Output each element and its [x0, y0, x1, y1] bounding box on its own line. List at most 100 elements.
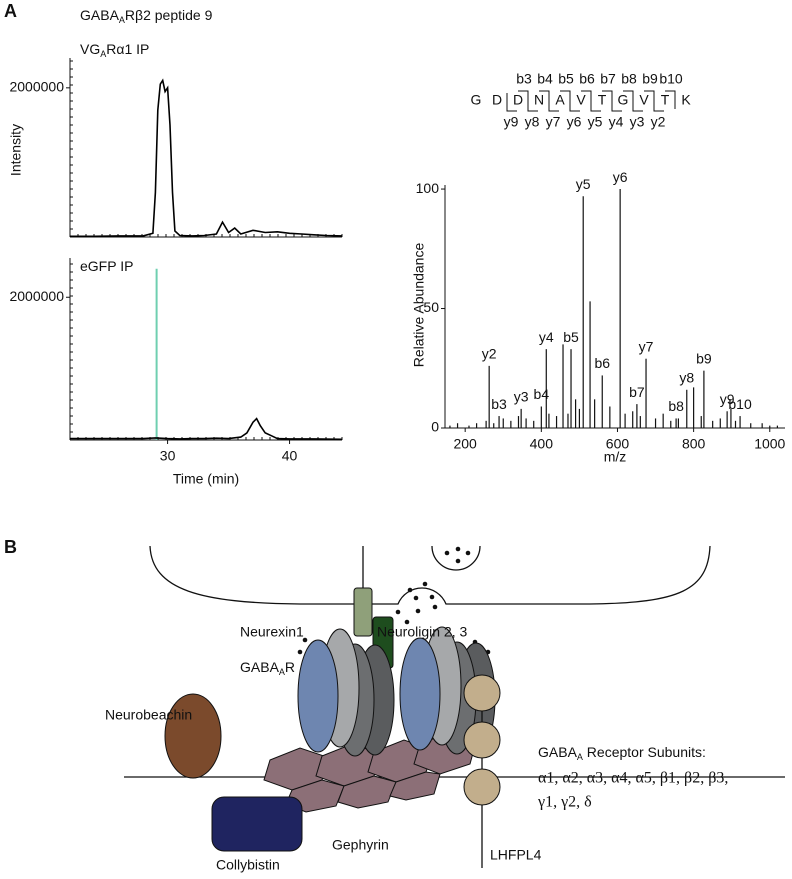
panel-label: B — [4, 537, 17, 557]
peak-label: b4 — [534, 386, 550, 402]
y-ion: y9 — [504, 114, 519, 130]
collybistin-label: Collybistin — [216, 857, 280, 873]
residue: G — [471, 92, 482, 108]
peak-label: y4 — [539, 329, 554, 345]
y-tick-label: 2000000 — [9, 79, 64, 95]
presynaptic-membrane — [149, 545, 711, 605]
label-part: R — [285, 659, 295, 675]
residue: N — [534, 92, 544, 108]
title-part: eGFP IP — [80, 258, 133, 274]
b-ion: b9 — [642, 71, 658, 87]
label-part: GABA — [538, 744, 578, 760]
header-part: GABA — [80, 7, 120, 23]
peak-label: b7 — [629, 384, 645, 400]
gephyrin-label: Gephyrin — [332, 837, 389, 853]
figure-header: GABAARβ2 peptide 9 — [80, 7, 213, 26]
x-tick-label: 600 — [606, 436, 630, 452]
peak-label: y6 — [613, 169, 628, 185]
neurexin — [353, 587, 373, 637]
y-ion: y2 — [651, 114, 666, 130]
x-tick-label: 40 — [282, 448, 298, 464]
residue: A — [555, 92, 565, 108]
subunits-list: α1, α2, α3, α4, α5, β1, β2, β3, — [538, 770, 728, 787]
subunits-list: γ1, γ2, δ — [537, 794, 592, 811]
header-part: Rβ2 peptide 9 — [125, 7, 213, 23]
y-axis-label: Intensity — [8, 124, 24, 176]
receptor-label: GABAAR — [240, 659, 295, 678]
x-tick-label: 400 — [530, 436, 554, 452]
gephyrin-lattice — [263, 731, 477, 813]
neurobeachin — [164, 693, 222, 779]
y-bracket — [569, 93, 580, 112]
residue: D — [513, 92, 523, 108]
y-tick-label: 50 — [423, 299, 439, 315]
y-tick-label: 2000000 — [9, 288, 64, 304]
residue: K — [681, 92, 691, 108]
neuroligin-label: Neuroligin 2, 3 — [377, 624, 467, 640]
title-part: VG — [80, 41, 100, 57]
b-ion: b6 — [579, 71, 595, 87]
peak-label: y7 — [639, 338, 654, 354]
trace — [70, 417, 343, 441]
y-ion: y7 — [546, 114, 561, 130]
b-ion: b7 — [600, 71, 616, 87]
neurobeachin-label: Neurobeachin — [105, 707, 192, 723]
peak-label: y2 — [482, 346, 497, 362]
lhfpl4 — [463, 674, 501, 806]
residue: T — [661, 92, 670, 108]
b-ion: b4 — [537, 71, 553, 87]
b-bracket — [665, 90, 676, 109]
y-ion: y3 — [630, 114, 645, 130]
b-ion: b10 — [659, 71, 683, 87]
b-ion: b5 — [558, 71, 574, 87]
y-axis-label: Relative Abundance — [411, 243, 427, 368]
collybistin — [211, 796, 303, 852]
residue: G — [618, 92, 629, 108]
y-bracket — [653, 93, 664, 112]
trace — [70, 78, 343, 238]
residue: T — [598, 92, 607, 108]
y-ion: y4 — [609, 114, 624, 130]
y-tick-label: 100 — [416, 180, 440, 196]
x-tick-label: 800 — [682, 436, 706, 452]
y-bracket — [548, 93, 559, 112]
label-part: GABA — [240, 659, 280, 675]
peak-label: b6 — [594, 355, 610, 371]
y-ion: y6 — [567, 114, 582, 130]
x-tick-label: 1000 — [754, 436, 785, 452]
header-subscript: A — [119, 15, 125, 25]
peak-label: b9 — [696, 350, 712, 366]
diagram: B Neurexin1 Neuroligin 2, 3 GABAAR Neuro… — [4, 537, 785, 873]
y-tick-label: 0 — [431, 419, 439, 435]
peak-label: b10 — [728, 396, 752, 412]
y-bracket — [632, 93, 643, 112]
chart-title: eGFP IP — [80, 258, 133, 274]
residue: V — [639, 92, 649, 108]
peak-label: y8 — [679, 369, 694, 385]
peak-label: b8 — [668, 398, 684, 414]
y-ion: y5 — [588, 114, 603, 130]
y-bracket — [611, 93, 622, 112]
peak-label: b3 — [491, 396, 507, 412]
label-subscript: A — [577, 752, 583, 762]
label-part: Receptor Subunits: — [583, 744, 706, 760]
x-axis-label: m/z — [604, 449, 627, 465]
peak-label: y5 — [576, 176, 591, 192]
chart-title: VGARα1 IP — [80, 41, 149, 60]
x-tick-label: 200 — [453, 436, 477, 452]
neurexin-label: Neurexin1 — [240, 624, 304, 640]
x-axis-label: Time (min) — [173, 471, 239, 487]
panel-label: A — [4, 1, 17, 21]
lhfpl4-label: LHFPL4 — [490, 847, 542, 863]
peak-label: y3 — [514, 389, 529, 405]
y-bracket — [506, 93, 517, 112]
residue: V — [576, 92, 586, 108]
b-ion: b3 — [516, 71, 532, 87]
residue: D — [492, 92, 502, 108]
y-ion: y8 — [525, 114, 540, 130]
subunits-title: GABAA Receptor Subunits: — [538, 744, 706, 763]
x-tick-label: 30 — [160, 448, 176, 464]
y-bracket — [527, 93, 538, 112]
